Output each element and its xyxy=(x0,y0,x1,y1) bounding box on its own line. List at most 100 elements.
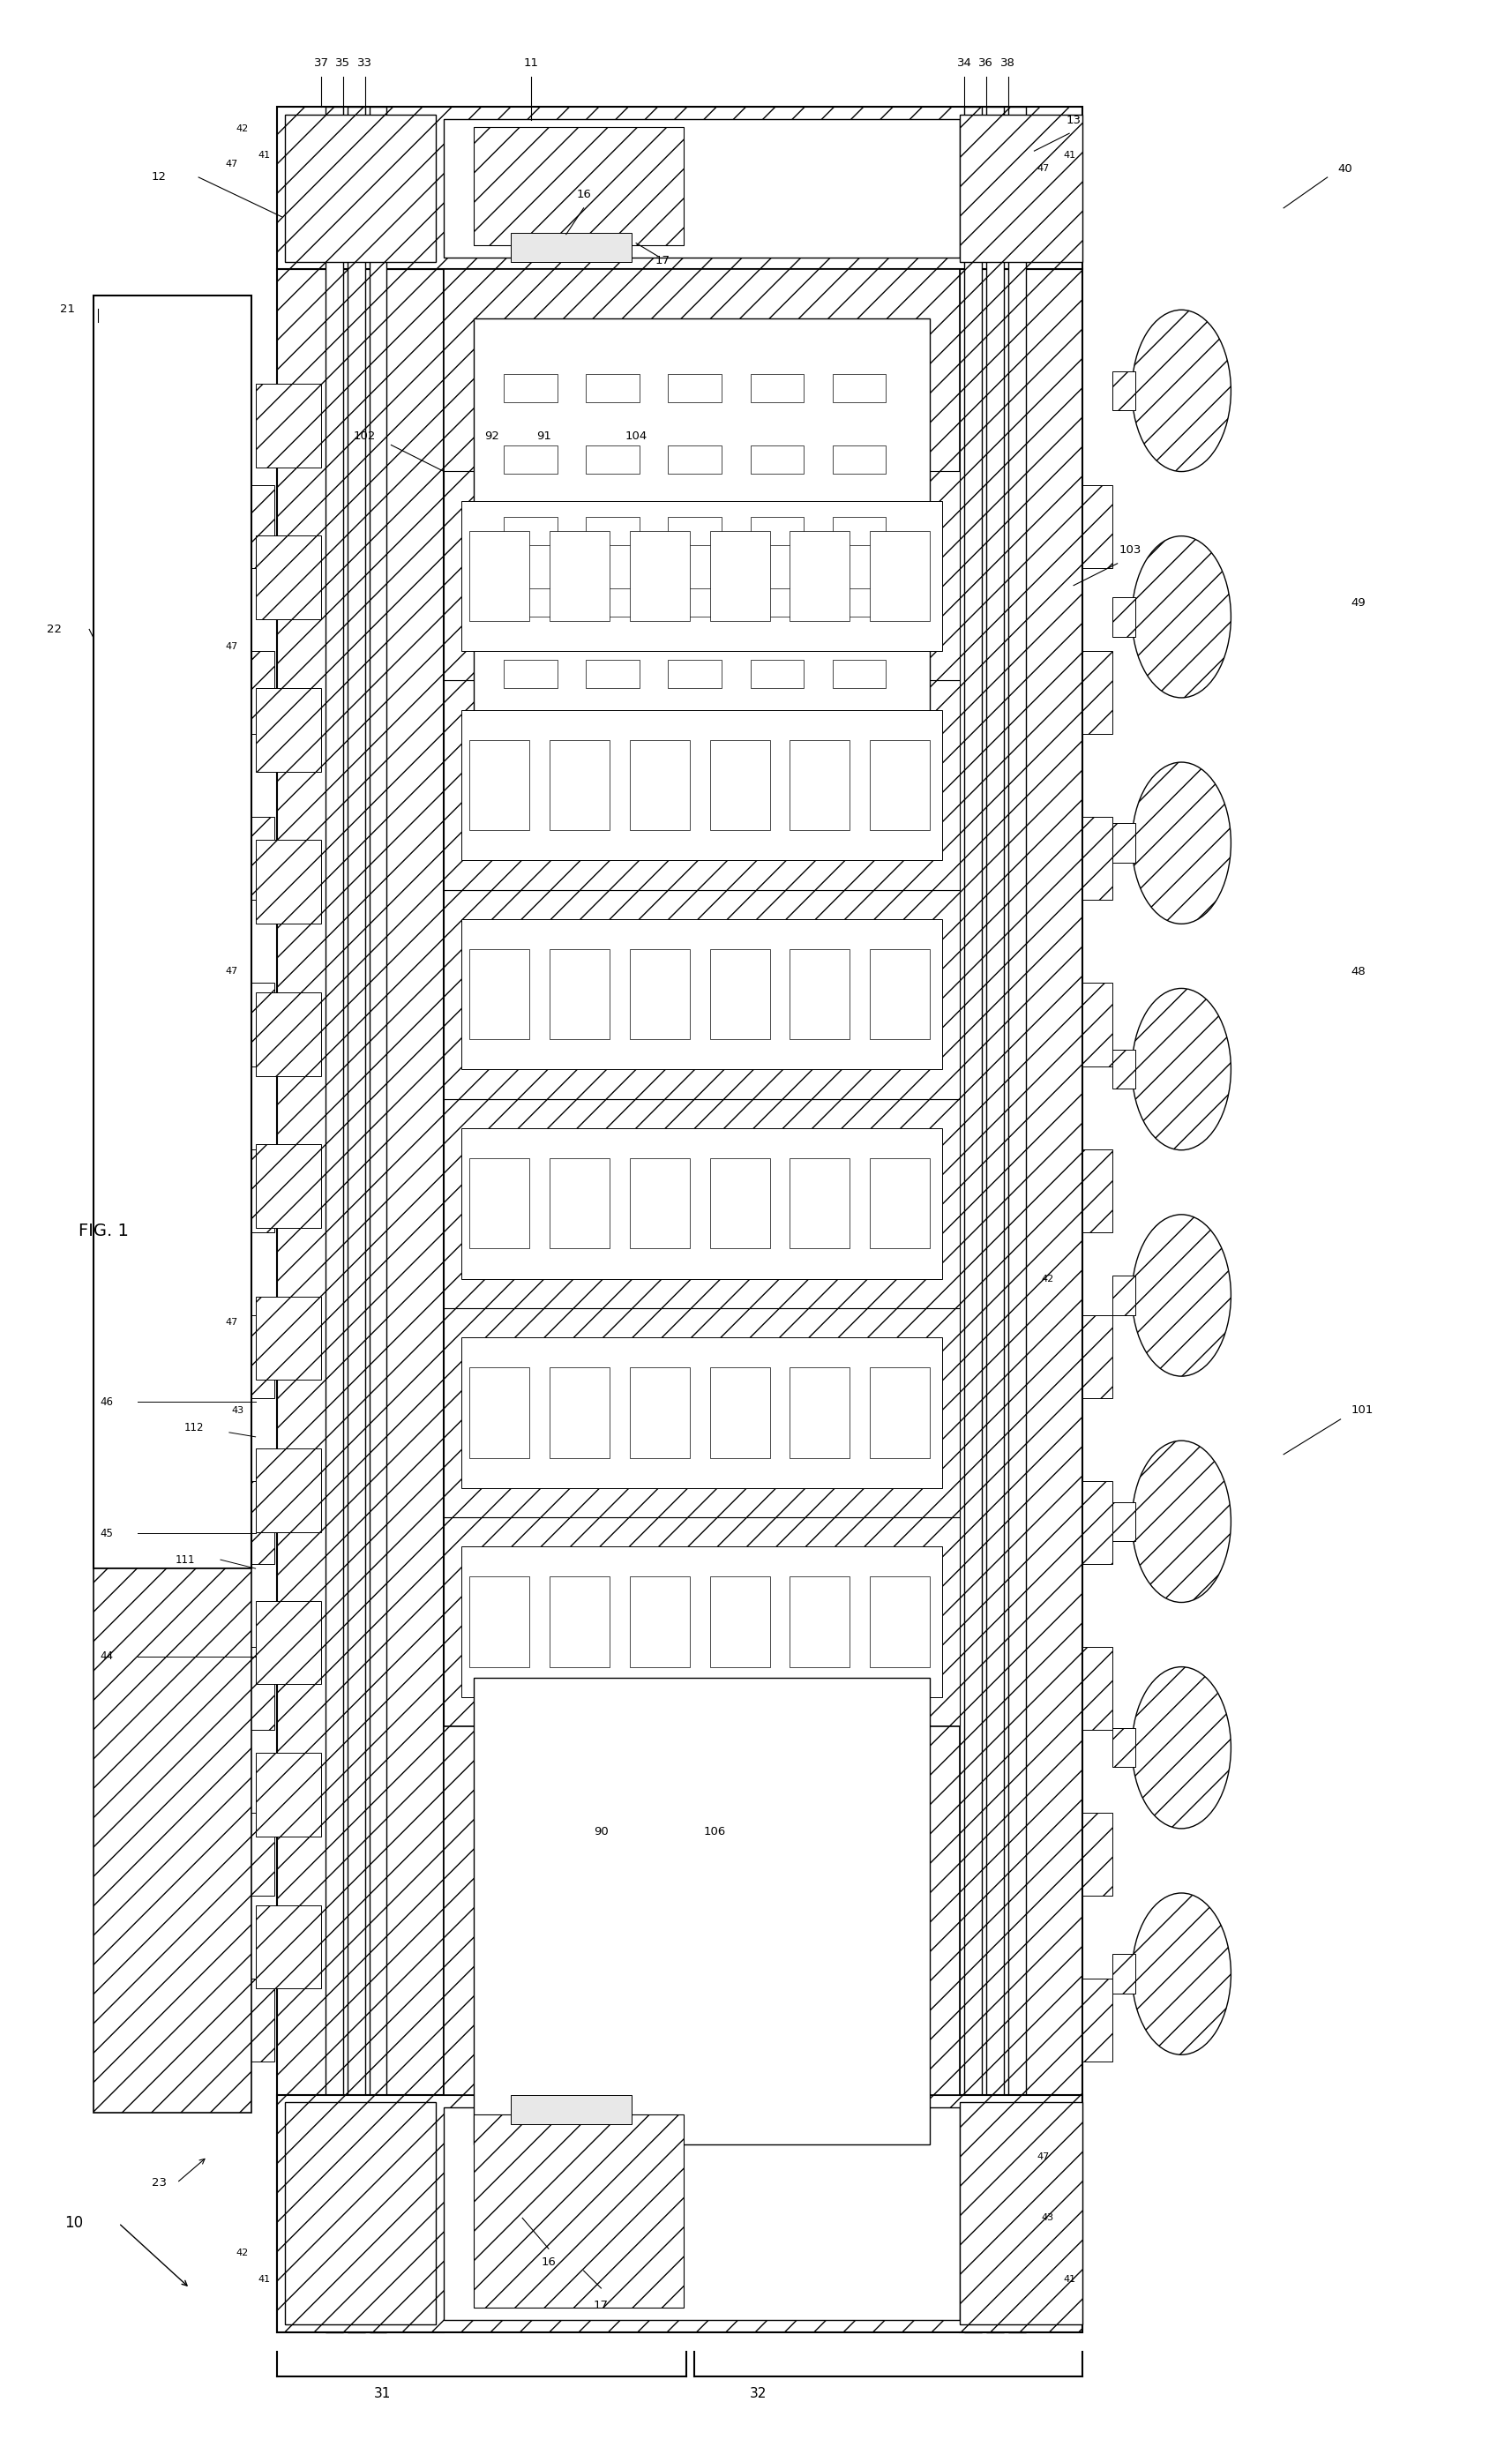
Bar xyxy=(443,1307,959,1517)
Circle shape xyxy=(1131,1667,1231,1829)
Text: 47: 47 xyxy=(1036,2152,1049,2162)
Text: 42: 42 xyxy=(236,126,248,133)
Bar xyxy=(750,517,803,544)
Bar xyxy=(469,741,529,830)
Text: 17: 17 xyxy=(593,2300,608,2312)
Text: 47: 47 xyxy=(225,643,237,652)
Bar xyxy=(629,1366,689,1458)
Bar xyxy=(256,1448,321,1531)
Bar xyxy=(245,650,274,734)
Text: 47: 47 xyxy=(225,968,237,975)
Text: 103: 103 xyxy=(1119,544,1142,556)
Text: 91: 91 xyxy=(537,431,552,443)
Text: 111: 111 xyxy=(175,1554,195,1566)
Text: 43: 43 xyxy=(231,1406,243,1416)
Bar xyxy=(1081,1647,1111,1731)
Text: 37: 37 xyxy=(313,57,328,69)
Bar xyxy=(629,950,689,1039)
Bar xyxy=(443,118,959,256)
Bar xyxy=(256,840,321,923)
Bar xyxy=(503,374,556,401)
Bar xyxy=(789,741,850,830)
Bar xyxy=(789,1576,850,1667)
Bar xyxy=(245,982,274,1066)
Bar xyxy=(1111,1502,1134,1541)
Text: 41: 41 xyxy=(259,150,271,160)
Text: 33: 33 xyxy=(357,57,372,69)
Bar xyxy=(709,741,770,830)
Bar xyxy=(443,889,959,1098)
Bar xyxy=(585,588,640,618)
Bar xyxy=(245,1315,274,1398)
Bar xyxy=(869,1576,930,1667)
Text: 22: 22 xyxy=(47,623,62,635)
Bar xyxy=(832,588,886,618)
Text: 104: 104 xyxy=(624,431,647,443)
Bar xyxy=(245,485,274,569)
Bar xyxy=(443,1517,959,1726)
Bar xyxy=(832,374,886,401)
Bar xyxy=(325,106,343,2332)
Bar xyxy=(256,1145,321,1229)
Text: 101: 101 xyxy=(1350,1406,1373,1416)
Bar xyxy=(959,2103,1081,2324)
Bar xyxy=(1081,1315,1111,1398)
Bar xyxy=(473,318,930,726)
Bar xyxy=(245,817,274,901)
Circle shape xyxy=(1131,1440,1231,1603)
Bar xyxy=(1081,650,1111,734)
Bar xyxy=(789,532,850,620)
Bar xyxy=(1111,372,1134,411)
Bar xyxy=(963,106,981,2332)
Bar xyxy=(461,709,942,859)
Bar xyxy=(1111,1049,1134,1088)
Bar xyxy=(256,1753,321,1837)
Bar xyxy=(585,374,640,401)
Bar xyxy=(256,1600,321,1684)
Bar xyxy=(709,950,770,1039)
Text: 11: 11 xyxy=(523,57,538,69)
Bar xyxy=(549,950,609,1039)
Text: 44: 44 xyxy=(100,1650,113,1662)
Bar xyxy=(1081,1150,1111,1231)
Bar xyxy=(750,588,803,618)
Bar xyxy=(709,1366,770,1458)
Text: 38: 38 xyxy=(999,57,1015,69)
Bar xyxy=(511,234,631,261)
Bar xyxy=(473,2115,683,2307)
Text: 32: 32 xyxy=(750,2388,767,2400)
Bar xyxy=(549,1160,609,1248)
Bar xyxy=(245,1979,274,2063)
Bar xyxy=(256,537,321,620)
Bar xyxy=(1081,485,1111,569)
Bar xyxy=(869,532,930,620)
Bar xyxy=(750,374,803,401)
Text: 49: 49 xyxy=(1350,598,1365,608)
Bar xyxy=(668,588,721,618)
Bar xyxy=(461,1337,942,1487)
Bar xyxy=(369,106,387,2332)
Text: FIG. 1: FIG. 1 xyxy=(79,1224,129,1238)
Bar xyxy=(750,660,803,689)
Bar xyxy=(1007,106,1025,2332)
Bar xyxy=(1111,1275,1134,1315)
Bar xyxy=(94,1568,251,2112)
Bar xyxy=(503,517,556,544)
Bar xyxy=(629,532,689,620)
Bar xyxy=(473,1677,930,2144)
Bar xyxy=(668,517,721,544)
Text: 41: 41 xyxy=(1063,2275,1075,2285)
Bar xyxy=(869,1160,930,1248)
Bar xyxy=(549,1576,609,1667)
Bar xyxy=(443,680,959,889)
Text: 47: 47 xyxy=(225,1317,237,1327)
Bar xyxy=(256,992,321,1076)
Bar xyxy=(443,2107,959,2319)
Bar xyxy=(789,950,850,1039)
Bar xyxy=(1081,982,1111,1066)
Text: 45: 45 xyxy=(100,1526,113,1539)
Bar xyxy=(709,1576,770,1667)
Bar xyxy=(503,446,556,473)
Text: 43: 43 xyxy=(1040,2213,1052,2223)
Bar xyxy=(245,1482,274,1563)
